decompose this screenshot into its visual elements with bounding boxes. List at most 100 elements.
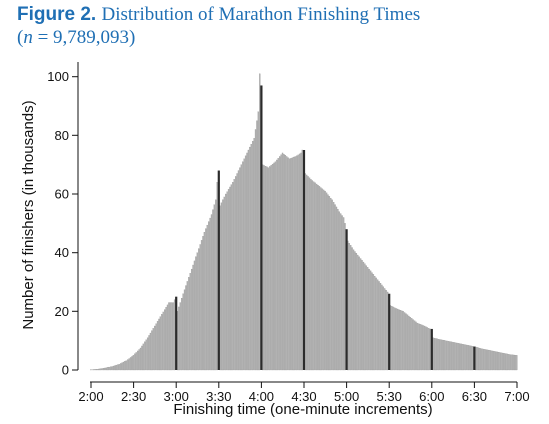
histogram-bar	[243, 158, 245, 371]
y-tick-label: 40	[55, 245, 69, 260]
histogram-bar	[239, 167, 241, 371]
histogram-bar	[399, 310, 402, 371]
histogram-bar	[110, 366, 112, 371]
histogram-bar	[307, 176, 309, 371]
histogram-bar	[135, 352, 137, 371]
histogram-bar	[480, 348, 482, 371]
histogram-bar	[274, 161, 277, 371]
histogram-bar	[205, 228, 207, 371]
histogram-bar	[418, 323, 420, 371]
histogram-bar	[193, 260, 196, 371]
histogram-bar	[215, 199, 217, 371]
histogram-bar	[162, 311, 164, 371]
histogram-bar	[382, 286, 385, 371]
histogram-bar	[331, 199, 333, 371]
histogram-bar	[115, 364, 118, 371]
histogram-bar	[425, 326, 427, 371]
histogram-bar	[325, 192, 328, 371]
histogram-bar	[459, 343, 461, 371]
histogram-bar	[196, 252, 198, 371]
histogram-bar	[486, 349, 488, 371]
histogram-bar	[317, 185, 319, 371]
histogram-bar	[337, 209, 339, 371]
histogram-bar	[354, 251, 356, 371]
histogram-bar	[511, 354, 514, 371]
histogram-bar	[212, 209, 214, 371]
histogram-bar	[362, 261, 365, 371]
histogram-bar	[492, 350, 494, 371]
histogram-bar	[359, 258, 362, 371]
histogram-bar	[402, 311, 404, 371]
histogram-bar	[210, 214, 213, 371]
highlighted-bar	[217, 170, 220, 370]
histogram-bar	[169, 302, 172, 371]
histogram-bar	[484, 349, 487, 371]
histogram-bar	[267, 167, 269, 371]
histogram-bar	[369, 270, 372, 371]
histogram-bar	[270, 165, 272, 371]
histogram-bar	[342, 217, 345, 371]
histogram-bar	[173, 299, 176, 371]
histogram-bar	[335, 206, 338, 371]
histogram-bar	[496, 351, 498, 371]
histogram-bar	[501, 352, 504, 371]
histogram-bar	[378, 281, 380, 371]
histogram-bar	[293, 156, 295, 371]
histogram-bar	[448, 341, 450, 371]
histogram-bar	[516, 355, 518, 371]
y-tick-label: 100	[47, 69, 69, 84]
histogram-bar	[213, 204, 216, 371]
histogram-bar	[284, 155, 287, 371]
histogram-bar	[379, 283, 382, 371]
histogram-bar	[249, 146, 251, 371]
histogram-bar	[465, 344, 467, 371]
histogram-bar	[132, 355, 135, 371]
histogram-bar	[297, 154, 299, 371]
histogram-bar	[159, 316, 162, 371]
histogram-bar	[154, 325, 156, 371]
histogram-bar	[306, 174, 308, 371]
y-tick-label: 0	[62, 363, 69, 378]
figure-title-text: Distribution of Marathon Finishing Times	[101, 4, 421, 25]
histogram-bar	[277, 158, 279, 371]
histogram-bar	[506, 353, 508, 371]
histogram-bar	[497, 351, 500, 371]
histogram-bar	[470, 345, 473, 371]
histogram-bar	[230, 184, 233, 371]
histogram-bar	[350, 245, 352, 371]
histogram-bar	[279, 156, 281, 371]
bars-layer	[90, 73, 518, 371]
histogram-bar	[131, 356, 133, 371]
histogram-bar	[450, 341, 453, 371]
histogram-bar	[358, 256, 360, 371]
histogram-bar	[229, 186, 231, 371]
histogram-bar	[423, 325, 426, 371]
histogram-bar	[503, 353, 505, 371]
histogram-bar	[237, 170, 240, 371]
histogram-bar	[178, 306, 180, 371]
histogram-bar	[456, 342, 458, 371]
histogram-bar	[226, 191, 228, 371]
histogram-bar	[445, 340, 447, 371]
histogram-bar	[98, 368, 101, 371]
histogram-bar	[263, 165, 265, 371]
histogram-bar	[499, 352, 501, 371]
x-tick-label: 5:30	[377, 389, 402, 404]
histogram-bar	[111, 366, 113, 371]
histogram-bar	[372, 274, 375, 371]
histogram-bar	[168, 302, 170, 371]
histogram-bar	[412, 319, 414, 371]
histogram-bar	[294, 156, 296, 371]
highlighted-bars-layer	[175, 85, 476, 370]
histogram-bar	[394, 307, 396, 371]
histogram-bar	[479, 348, 481, 371]
histogram-bar	[104, 367, 106, 371]
histogram-bar	[438, 339, 440, 371]
histogram-bar	[223, 196, 225, 371]
histogram-bar	[301, 149, 304, 371]
histogram-bar	[429, 328, 431, 371]
histogram-bar	[291, 157, 294, 371]
histogram-bar	[300, 152, 302, 371]
histogram-bar	[122, 361, 125, 371]
histogram-bar	[440, 339, 443, 371]
